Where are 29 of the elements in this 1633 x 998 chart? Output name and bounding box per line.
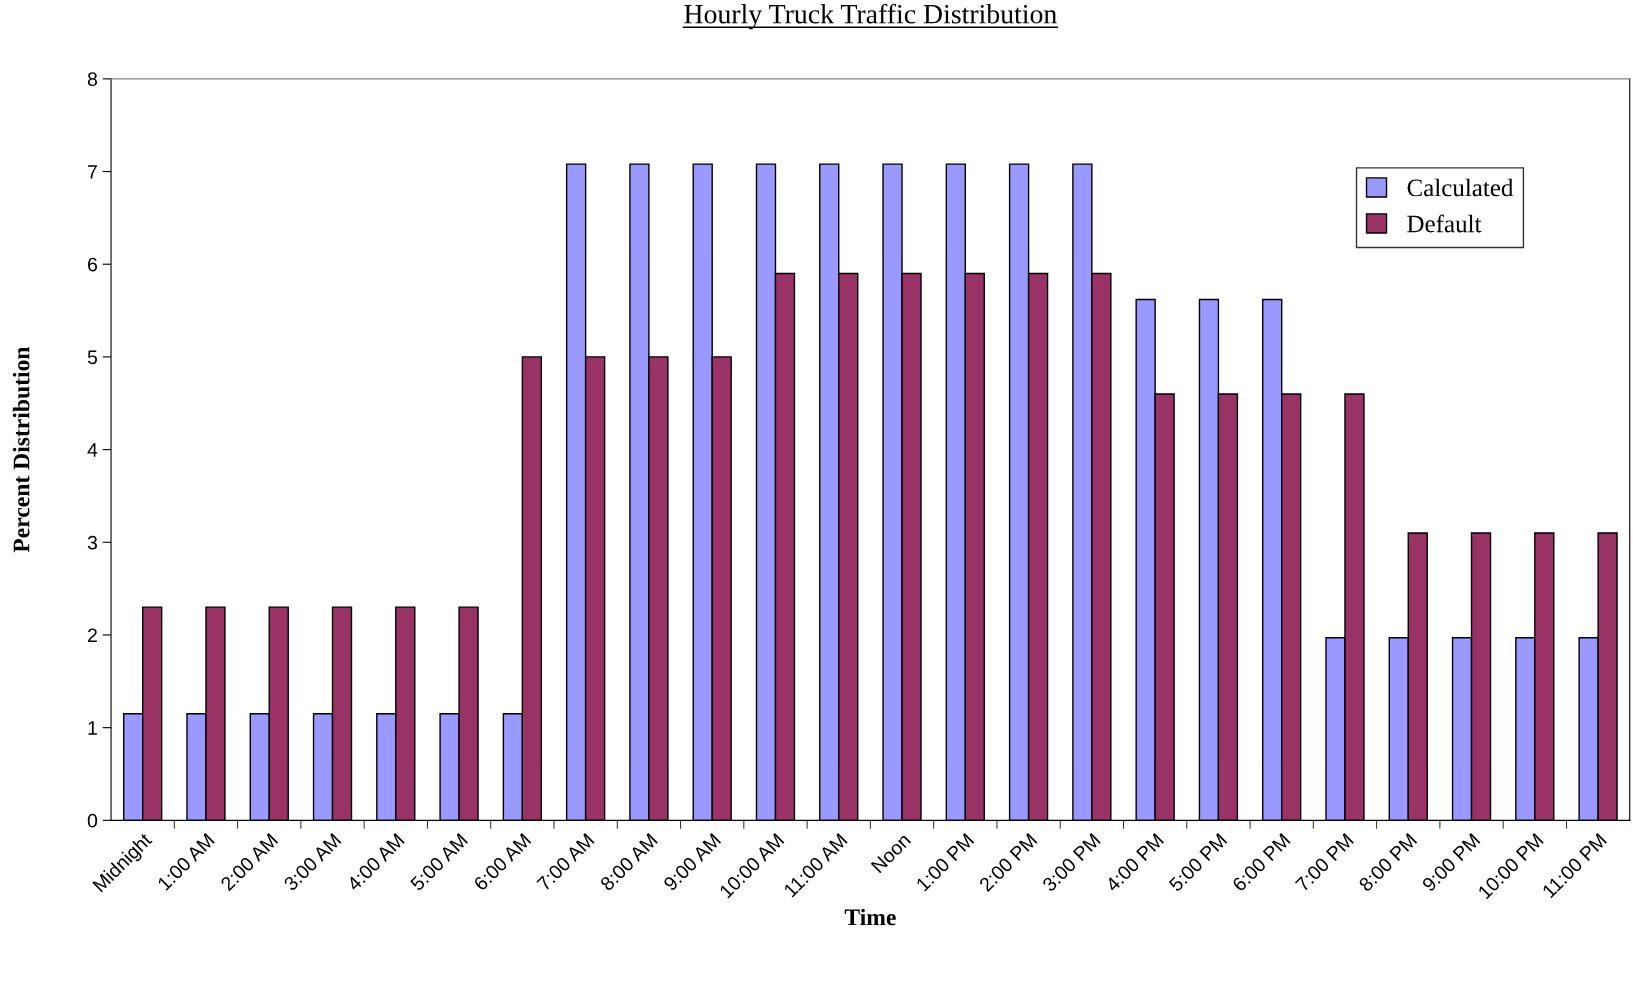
x-tick-label: 8:00 PM [1358,832,1418,893]
y-tick-label: 2 [88,628,97,643]
x-tick-label: 6:00 PM [1231,832,1291,893]
x-tick-label: 4:00 AM [346,832,405,892]
y-tick-label: 4 [87,443,98,457]
x-tick-label: 2:00 AM [219,832,279,892]
x-tick-label: 6:00 AM [472,832,532,892]
chart-title: Hourly Truck Traffic Distribution [684,3,1057,30]
y-tick-label: 0 [87,813,98,828]
y-tick-label: 1 [88,721,97,735]
x-tick-label: 4:00 PM [1104,832,1165,893]
y-tick-label: 3 [87,535,97,550]
x-tick-label: 3:00 AM [282,832,342,892]
y-tick-label: 8 [87,72,97,87]
y-tick-label: 5 [87,350,98,365]
x-tick-label: 7:00 PM [1294,832,1354,893]
x-tick-label: 8:00 AM [599,832,658,892]
x-axis-title: Time [844,908,896,926]
y-axis-title: Percent Distribution [12,346,30,553]
x-tick-label: 9:00 AM [662,832,722,892]
x-tick-label: 7:00 AM [536,832,595,892]
y-tick-label: 7 [88,165,97,179]
x-tick-label: 5:00 AM [409,832,469,892]
legend-label: Default [1407,214,1482,233]
x-tick-label: 3:00 PM [1041,832,1101,893]
y-tick-label: 6 [88,257,97,272]
legend-label: Calculated [1407,178,1514,197]
x-tick-label: 1:00 AM [156,832,215,891]
x-tick-label: 5:00 PM [1168,832,1228,893]
